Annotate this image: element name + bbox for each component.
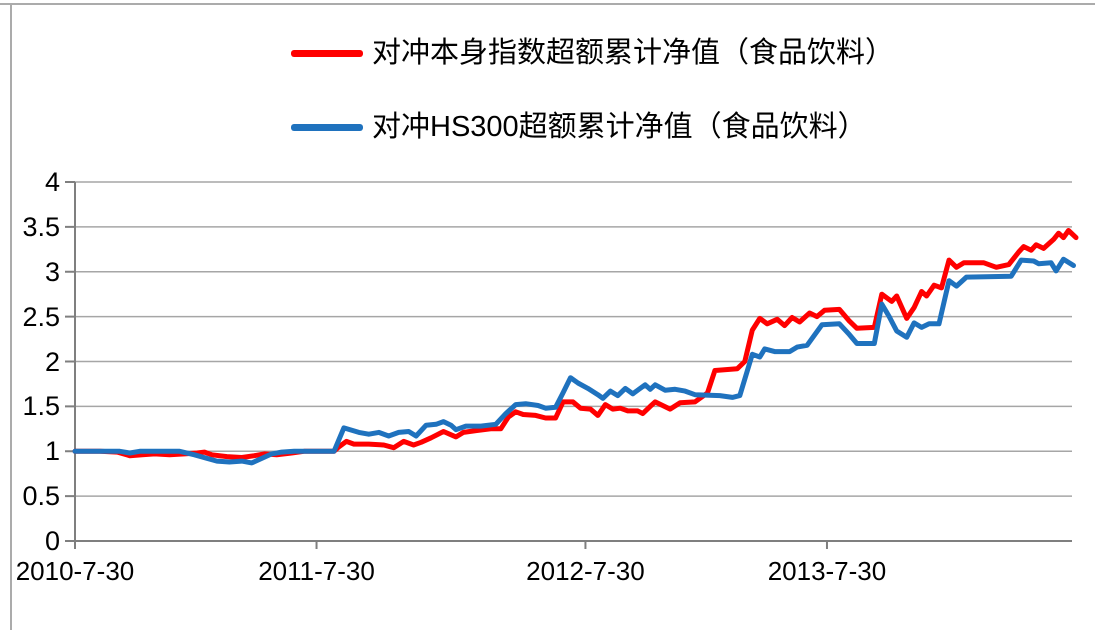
legend-item-benchmark-index: 对冲本身指数超额累计净值（食品饮料） xyxy=(291,33,894,73)
series-line-hs300 xyxy=(72,256,1076,466)
legend-item-hs300: 对冲HS300超额累计净值（食品饮料） xyxy=(291,107,867,147)
legend-label-benchmark-index: 对冲本身指数超额累计净值（食品饮料） xyxy=(372,37,895,69)
series-line-benchmark-index xyxy=(72,228,1079,460)
x-tick-label-2010-7-30: 2010-7-30 xyxy=(15,556,135,586)
legend-label-hs300: 对冲HS300超额累计净值（食品饮料） xyxy=(372,111,867,143)
x-tick-label-2012-7-30: 2012-7-30 xyxy=(526,556,645,586)
y-tick-label-0.5: 0.5 xyxy=(22,481,60,512)
y-tick-label-4: 4 xyxy=(44,167,60,197)
y-tick-label-3: 3 xyxy=(44,256,60,287)
x-tick-label-2013-7-30: 2013-7-30 xyxy=(767,556,887,586)
y-tick-label-3.5: 3.5 xyxy=(22,211,60,242)
y-tick-label-1.5: 1.5 xyxy=(22,391,60,422)
y-tick-label-2.5: 2.5 xyxy=(22,301,60,332)
legend-line-swatch-blue xyxy=(291,123,363,131)
y-tick-label-1: 1 xyxy=(44,436,60,467)
legend-line-swatch-red xyxy=(291,49,363,57)
x-tick-label-2011-7-30: 2011-7-30 xyxy=(258,556,375,586)
y-tick-label-2: 2 xyxy=(44,346,60,377)
y-tick-label-0: 0 xyxy=(44,526,60,556)
